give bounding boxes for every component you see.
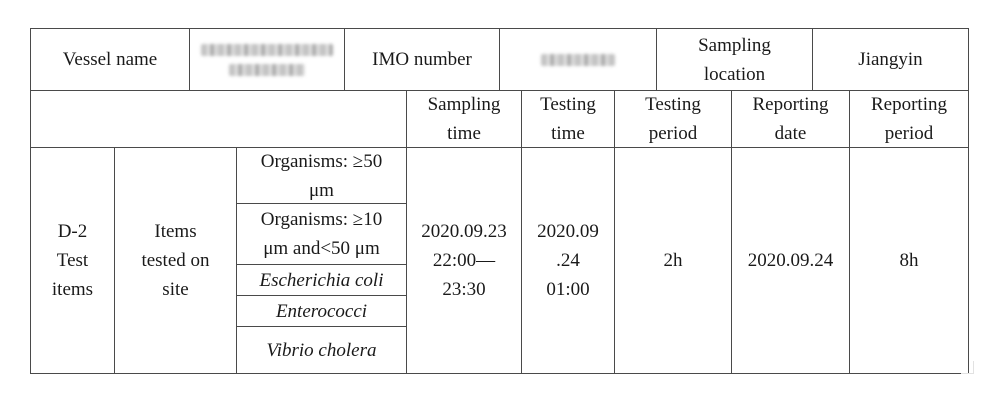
col-divider-reporting-period <box>849 90 850 374</box>
reporting-period-value: 8h <box>899 250 919 271</box>
item-rule-3 <box>236 295 406 296</box>
col-divider-reporting-date <box>731 90 732 374</box>
test-subcategory: Items tested on site <box>141 221 210 300</box>
header-divider-2 <box>344 28 345 90</box>
test-item-escherichia-coli: Escherichia coli <box>259 269 384 291</box>
header-divider-5 <box>812 28 813 90</box>
item-rule-4 <box>236 326 406 327</box>
col-header-reporting-period: Reporting period <box>871 94 947 144</box>
table-bottom-border <box>30 373 969 374</box>
col-header-sampling-time: Sampling time <box>427 94 501 144</box>
col-header-testing-period: Testing period <box>645 94 701 144</box>
header-bottom-rule <box>30 90 969 91</box>
header-divider-3 <box>499 28 500 90</box>
body-divider-category <box>114 147 115 374</box>
columns-bottom-rule <box>30 147 969 148</box>
test-category: D-2 Test items <box>51 221 94 300</box>
test-item-enterococci: Enterococci <box>275 300 368 322</box>
col-header-testing-time: Testing time <box>540 94 596 144</box>
table-left-border <box>30 28 31 374</box>
col-divider-testing-period <box>614 90 615 374</box>
imo-number-label: IMO number <box>372 49 472 70</box>
item-rule-2 <box>236 264 406 265</box>
col-divider-testing-time <box>521 90 522 374</box>
table-right-border <box>968 28 969 374</box>
col-header-reporting-date: Reporting date <box>752 94 829 144</box>
corner-mark <box>961 361 974 374</box>
test-item-organisms-10-50: Organisms: ≥10 μm and<50 μm <box>260 209 383 259</box>
header-divider-1 <box>189 28 190 90</box>
testing-time-value: 2020.09 .24 01:00 <box>537 221 599 300</box>
redacted-line <box>201 43 333 56</box>
imo-number-value-redacted <box>500 29 656 90</box>
redacted-line <box>229 63 305 76</box>
redacted-line <box>541 53 615 66</box>
sampling-location-label: Sampling location <box>698 34 771 85</box>
vessel-name-value-redacted <box>190 29 344 90</box>
test-item-organisms-50: Organisms: ≥50 μm <box>260 150 383 201</box>
testing-period-value: 2h <box>663 250 683 271</box>
sampling-time-value: 2020.09.23 22:00— 23:30 <box>421 221 507 300</box>
test-item-vibrio-cholera: Vibrio cholera <box>266 339 377 361</box>
body-divider-subcategory <box>236 147 237 374</box>
header-divider-4 <box>656 28 657 90</box>
sampling-location-value: Jiangyin <box>858 49 923 70</box>
item-rule-1 <box>236 203 406 204</box>
col-divider-sampling <box>406 90 407 374</box>
reporting-date-value: 2020.09.24 <box>747 250 834 271</box>
vessel-name-label: Vessel name <box>62 49 158 70</box>
